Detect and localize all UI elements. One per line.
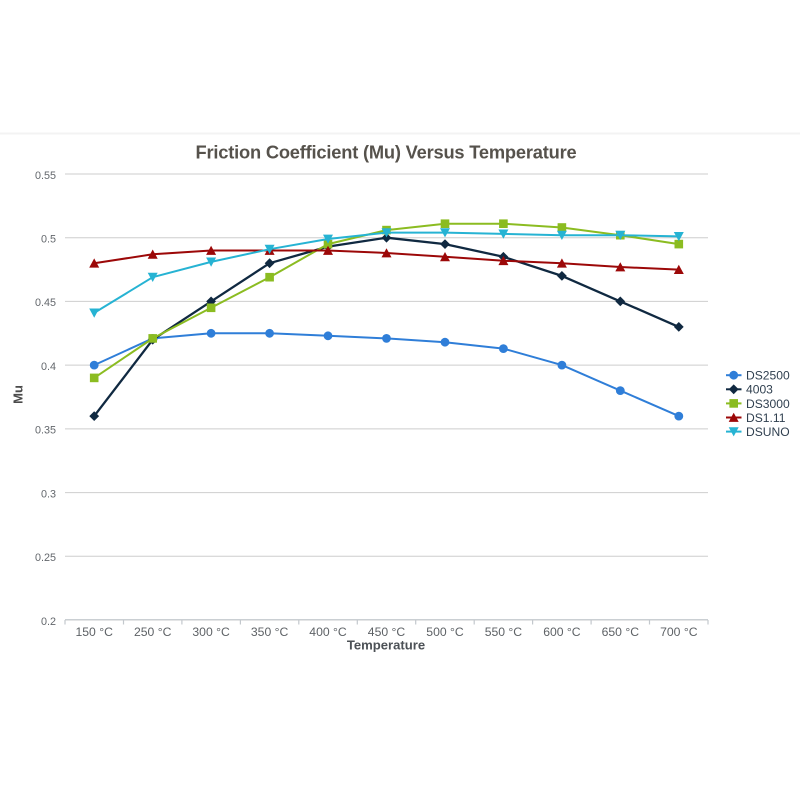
svg-text:DSUNO: DSUNO — [746, 425, 790, 439]
svg-text:Mu: Mu — [11, 385, 26, 404]
svg-text:0.45: 0.45 — [35, 297, 56, 309]
svg-text:400 °C: 400 °C — [309, 625, 347, 639]
svg-text:0.2: 0.2 — [41, 616, 56, 628]
svg-text:500 °C: 500 °C — [426, 625, 464, 639]
svg-text:700 °C: 700 °C — [660, 625, 698, 639]
svg-text:450 °C: 450 °C — [368, 625, 406, 639]
svg-text:0.35: 0.35 — [35, 425, 56, 437]
svg-text:600 °C: 600 °C — [543, 625, 581, 639]
svg-text:DS2500: DS2500 — [746, 369, 790, 383]
svg-text:300 °C: 300 °C — [192, 625, 230, 639]
svg-text:150 °C: 150 °C — [75, 625, 113, 639]
svg-text:350 °C: 350 °C — [251, 625, 289, 639]
svg-text:DS1.11: DS1.11 — [746, 411, 786, 425]
svg-text:0.3: 0.3 — [41, 488, 56, 500]
svg-text:0.55: 0.55 — [35, 170, 56, 182]
svg-text:0.5: 0.5 — [41, 234, 56, 246]
svg-text:250 °C: 250 °C — [134, 625, 172, 639]
svg-text:Friction Coefficient (Mu) Vers: Friction Coefficient (Mu) Versus Tempera… — [196, 142, 577, 163]
svg-text:0.4: 0.4 — [41, 361, 56, 373]
svg-text:650 °C: 650 °C — [602, 625, 640, 639]
svg-text:4003: 4003 — [746, 383, 773, 397]
svg-text:DS3000: DS3000 — [746, 397, 790, 411]
svg-text:0.25: 0.25 — [35, 552, 56, 564]
svg-text:550 °C: 550 °C — [485, 625, 523, 639]
svg-text:Temperature: Temperature — [347, 638, 425, 653]
